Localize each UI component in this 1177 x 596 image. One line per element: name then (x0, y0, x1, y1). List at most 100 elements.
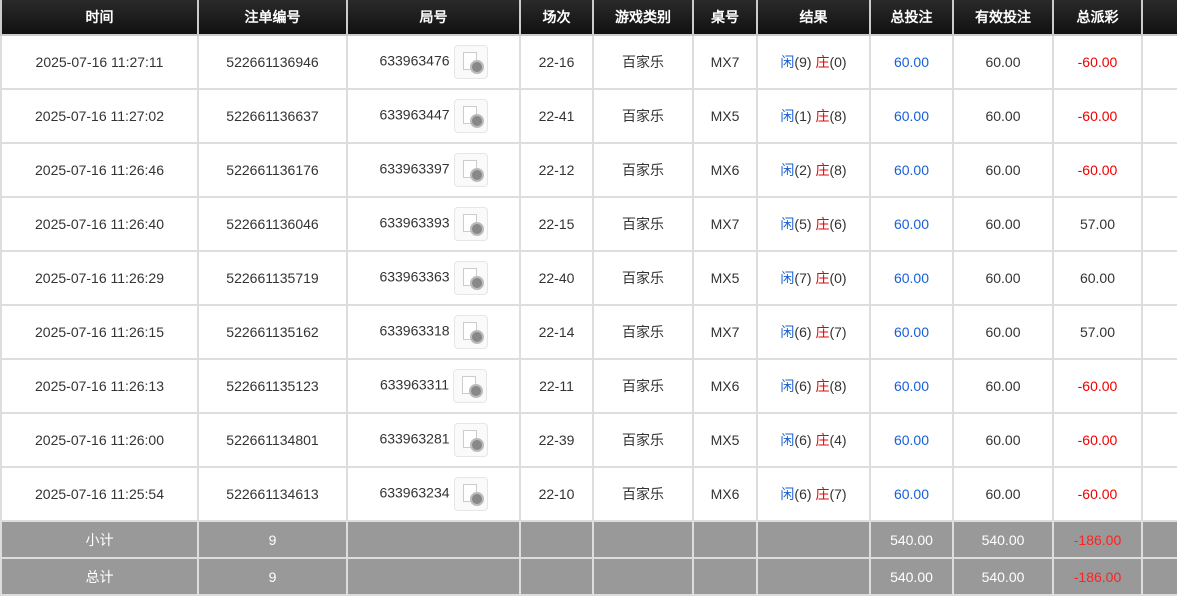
session-cell: 22-15 (519, 196, 594, 252)
table-cell: MX6 (692, 358, 758, 414)
total-bet-cell: 60.00 (869, 358, 954, 414)
banker-label: 庄 (815, 324, 830, 340)
payout-cell: -60.00 (1052, 142, 1143, 198)
banker-score: (8) (829, 378, 847, 394)
banker-score: (8) (829, 162, 847, 178)
banker-label: 庄 (815, 162, 830, 178)
result-cell: 闲(9) 庄(0) (756, 34, 871, 90)
video-file-icon[interactable] (453, 261, 488, 295)
video-file-icon[interactable] (453, 477, 488, 511)
video-file-icon[interactable] (453, 45, 488, 79)
empty-cell (1141, 34, 1177, 90)
player-label: 闲 (780, 432, 795, 448)
summary-payout: -186.00 (1052, 557, 1143, 596)
player-label: 闲 (780, 324, 795, 340)
game-cell: 百家乐 (592, 196, 694, 252)
video-file-icon[interactable] (453, 99, 488, 133)
summary-count: 9 (197, 557, 348, 596)
table-row: 2025-07-16 11:26:46 522661136176 6339633… (0, 142, 1177, 198)
round-number: 633963363 (379, 268, 450, 285)
video-file-icon[interactable] (453, 369, 488, 403)
video-file-icon[interactable] (453, 423, 488, 457)
round-number: 633963234 (379, 484, 450, 501)
column-header: 桌号 (692, 0, 758, 36)
table-cell: MX7 (692, 196, 758, 252)
round-cell: 633963393 (346, 196, 521, 252)
time-cell: 2025-07-16 11:26:00 (0, 412, 199, 468)
total-bet-cell: 60.00 (869, 142, 954, 198)
session-cell: 22-41 (519, 88, 594, 144)
table-cell: MX7 (692, 304, 758, 360)
summary-valid-bet: 540.00 (952, 557, 1054, 596)
player-score: (6) (794, 378, 812, 394)
time-cell: 2025-07-16 11:27:11 (0, 34, 199, 90)
summary-row: 小计 9 540.00 540.00 -186.00 (0, 520, 1177, 559)
round-cell: 633963318 (346, 304, 521, 360)
payout-cell: -60.00 (1052, 34, 1143, 90)
empty-cell (1141, 358, 1177, 414)
round-cell: 633963363 (346, 250, 521, 306)
bet-id-cell: 522661136637 (197, 88, 348, 144)
bet-id-cell: 522661136946 (197, 34, 348, 90)
header-row: 时间 注单编号 局号 场次 游戏类别 桌号 结果 总投注 有效投注 总派彩 (0, 0, 1177, 36)
round-number: 633963397 (379, 160, 450, 177)
column-header: 总投注 (869, 0, 954, 36)
banker-label: 庄 (815, 270, 830, 286)
banker-score: (8) (829, 108, 847, 124)
time-cell: 2025-07-16 11:26:29 (0, 250, 199, 306)
table-row: 2025-07-16 11:27:11 522661136946 6339634… (0, 34, 1177, 90)
column-header: 有效投注 (952, 0, 1054, 36)
empty-cell (1141, 412, 1177, 468)
session-cell: 22-14 (519, 304, 594, 360)
bet-id-cell: 522661136176 (197, 142, 348, 198)
valid-bet-cell: 60.00 (952, 304, 1054, 360)
banker-score: (4) (829, 432, 847, 448)
column-header: 注单编号 (197, 0, 348, 36)
result-cell: 闲(7) 庄(0) (756, 250, 871, 306)
column-header: 结果 (756, 0, 871, 36)
result-cell: 闲(6) 庄(7) (756, 466, 871, 522)
table-row: 2025-07-16 11:25:54 522661134613 6339632… (0, 466, 1177, 522)
summary-total-bet: 540.00 (869, 520, 954, 559)
table-cell: MX5 (692, 250, 758, 306)
session-cell: 22-40 (519, 250, 594, 306)
player-score: (2) (794, 162, 812, 178)
banker-score: (6) (829, 216, 847, 232)
valid-bet-cell: 60.00 (952, 196, 1054, 252)
total-bet-cell: 60.00 (869, 250, 954, 306)
total-bet-cell: 60.00 (869, 196, 954, 252)
player-label: 闲 (780, 162, 795, 178)
video-file-icon[interactable] (453, 153, 488, 187)
table-cell: MX6 (692, 466, 758, 522)
bet-id-cell: 522661136046 (197, 196, 348, 252)
time-cell: 2025-07-16 11:26:13 (0, 358, 199, 414)
banker-label: 庄 (815, 54, 830, 70)
valid-bet-cell: 60.00 (952, 358, 1054, 414)
table-row: 2025-07-16 11:26:13 522661135123 6339633… (0, 358, 1177, 414)
payout-cell: 57.00 (1052, 196, 1143, 252)
column-header: 局号 (346, 0, 521, 36)
column-header: 时间 (0, 0, 199, 36)
bet-id-cell: 522661134801 (197, 412, 348, 468)
result-cell: 闲(6) 庄(7) (756, 304, 871, 360)
time-cell: 2025-07-16 11:26:40 (0, 196, 199, 252)
table-cell: MX5 (692, 412, 758, 468)
player-score: (1) (794, 108, 812, 124)
video-file-icon[interactable] (453, 207, 488, 241)
session-cell: 22-10 (519, 466, 594, 522)
round-number: 633963281 (379, 430, 450, 447)
table-row: 2025-07-16 11:27:02 522661136637 6339634… (0, 88, 1177, 144)
total-bet-cell: 60.00 (869, 304, 954, 360)
total-bet-cell: 60.00 (869, 88, 954, 144)
video-file-icon[interactable] (453, 315, 488, 349)
summary-total-bet: 540.00 (869, 557, 954, 596)
empty-cell (1141, 142, 1177, 198)
round-cell: 633963476 (346, 34, 521, 90)
bet-id-cell: 522661135719 (197, 250, 348, 306)
player-score: (9) (794, 54, 812, 70)
summary-valid-bet: 540.00 (952, 520, 1054, 559)
session-cell: 22-12 (519, 142, 594, 198)
bet-id-cell: 522661135162 (197, 304, 348, 360)
time-cell: 2025-07-16 11:26:46 (0, 142, 199, 198)
